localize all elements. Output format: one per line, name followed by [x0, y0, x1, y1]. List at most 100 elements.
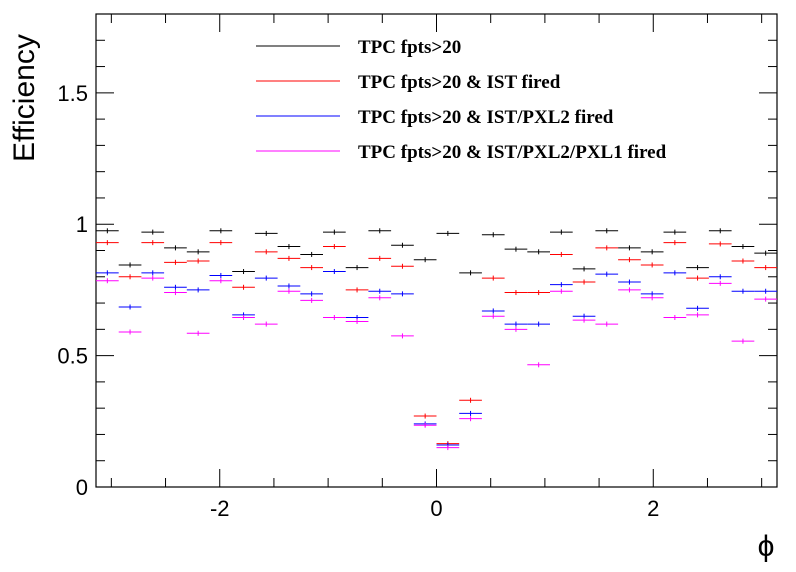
data-point — [413, 257, 437, 263]
data-point — [663, 315, 687, 321]
data-point — [731, 288, 755, 294]
data-point — [345, 318, 369, 324]
data-point — [595, 321, 619, 327]
series-3 — [96, 269, 777, 448]
data-point — [141, 275, 165, 281]
data-point — [186, 330, 210, 336]
data-point — [277, 255, 301, 261]
data-point — [527, 362, 551, 368]
data-point — [550, 282, 573, 288]
legend-entry: TPC fpts>20 — [256, 37, 461, 58]
data-point — [368, 228, 392, 234]
data-point — [391, 291, 414, 297]
data-point — [640, 262, 664, 268]
data-point — [391, 242, 414, 248]
data-point — [550, 288, 573, 294]
data-point — [708, 274, 732, 280]
data-point — [481, 275, 505, 281]
data-point — [504, 246, 528, 252]
data-point — [164, 290, 187, 296]
data-point — [322, 269, 346, 275]
data-point — [96, 240, 119, 246]
data-point — [572, 317, 596, 323]
data-point — [254, 249, 278, 255]
data-point — [254, 275, 278, 281]
y-tick-label: 0 — [76, 475, 88, 500]
data-point — [708, 241, 732, 247]
data-point — [232, 315, 255, 321]
data-point — [686, 265, 709, 271]
data-point — [118, 304, 142, 310]
data-point — [481, 232, 505, 238]
data-point — [209, 240, 233, 246]
data-point — [436, 230, 460, 236]
data-point — [254, 321, 278, 327]
data-point — [550, 251, 573, 257]
data-point — [550, 229, 573, 235]
legend-label: TPC fpts>20 — [358, 37, 461, 58]
x-tick-label: 2 — [647, 496, 659, 521]
data-point — [504, 326, 528, 332]
data-point — [345, 287, 369, 293]
data-point — [300, 291, 323, 297]
data-point — [436, 445, 460, 451]
legend-label: TPC fpts>20 & IST/PXL2 fired — [358, 107, 614, 128]
data-point — [413, 413, 437, 419]
data-point — [595, 228, 619, 234]
data-point — [754, 296, 777, 302]
data-point — [96, 228, 119, 234]
data-point — [368, 295, 392, 301]
data-point — [686, 312, 709, 318]
data-point — [618, 245, 641, 251]
data-point — [186, 258, 210, 264]
data-point — [731, 244, 755, 250]
x-tick-label: 0 — [430, 496, 442, 521]
data-point — [300, 251, 323, 257]
x-tick-label: -2 — [210, 496, 230, 521]
data-point — [141, 229, 165, 235]
data-point — [731, 258, 755, 264]
data-point — [572, 279, 596, 285]
data-point — [459, 270, 482, 276]
data-point — [118, 262, 142, 268]
y-axis-title: Efficiency — [8, 34, 41, 162]
data-point — [459, 416, 482, 422]
data-point — [731, 338, 755, 344]
data-point — [368, 288, 392, 294]
data-point — [345, 265, 369, 271]
data-point — [754, 288, 777, 294]
data-point — [595, 271, 619, 277]
data-point — [118, 329, 142, 335]
series-2 — [96, 240, 777, 447]
data-point — [527, 321, 551, 327]
legend: TPC fpts>20 TPC fpts>20 & IST fired TPC fp… — [256, 37, 667, 163]
legend-entry: TPC fpts>20 & IST fired — [256, 72, 561, 93]
data-marks-layer — [96, 228, 777, 451]
data-point — [391, 263, 414, 269]
data-point — [663, 229, 687, 235]
data-point — [459, 397, 482, 403]
data-point — [209, 272, 233, 278]
data-point — [663, 240, 687, 246]
y-tick-label: 1 — [76, 212, 88, 237]
data-point — [754, 265, 777, 271]
data-point — [754, 250, 777, 256]
legend-entry: TPC fpts>20 & IST/PXL2 fired — [256, 107, 614, 128]
data-point — [141, 240, 165, 246]
data-point — [209, 228, 233, 234]
data-point — [459, 410, 482, 416]
data-point — [232, 284, 255, 290]
data-point — [96, 278, 119, 284]
data-point — [277, 283, 301, 289]
data-point — [300, 265, 323, 271]
data-point — [322, 315, 346, 321]
legend-entry: TPC fpts>20 & IST/PXL2/PXL1 fired — [256, 142, 667, 163]
data-point — [164, 245, 187, 251]
data-point — [164, 259, 187, 265]
data-point — [96, 270, 119, 276]
data-point — [527, 249, 551, 255]
data-point — [164, 284, 187, 290]
data-point — [118, 274, 142, 280]
data-point — [504, 321, 528, 327]
data-point — [708, 280, 732, 286]
